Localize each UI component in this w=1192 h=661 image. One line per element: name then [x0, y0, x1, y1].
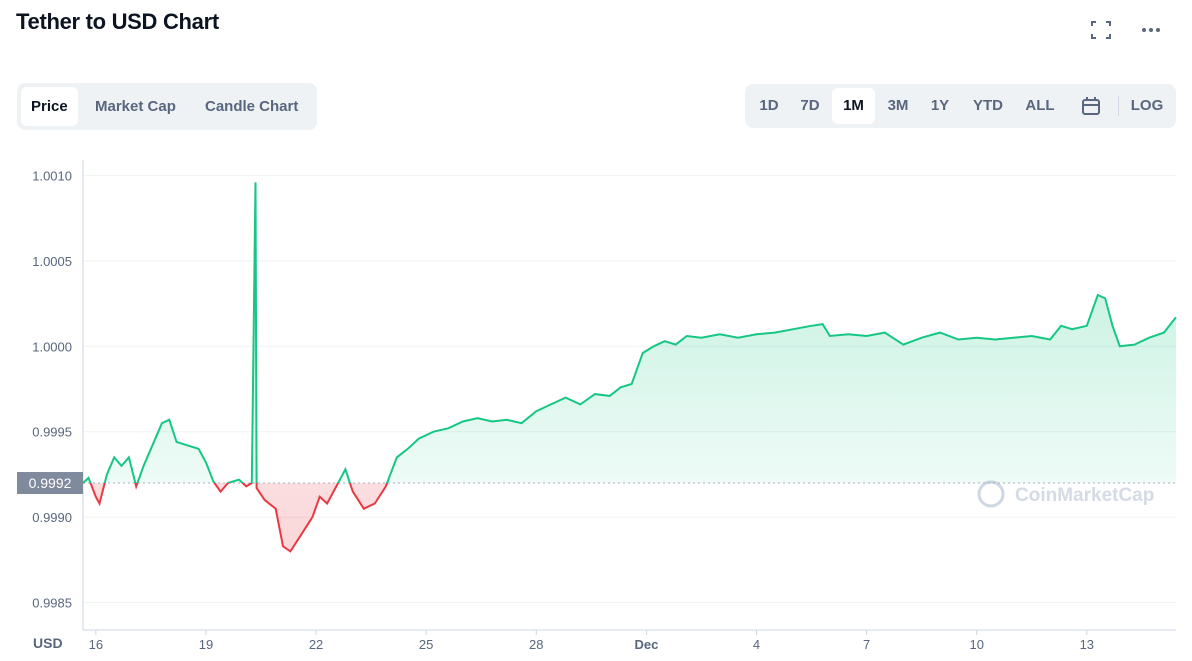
fullscreen-icon[interactable] — [1090, 20, 1112, 40]
x-tick-label: 4 — [753, 637, 760, 652]
area-below — [90, 483, 388, 552]
watermark-logo — [977, 480, 1005, 508]
range-button[interactable]: YTD — [973, 97, 1003, 114]
range-button[interactable]: 1D — [759, 97, 779, 114]
log-button[interactable]: LOG — [1130, 97, 1164, 114]
x-tick-label: 25 — [419, 637, 433, 652]
tab-bar: Price Market Cap Candle Chart — [17, 83, 317, 130]
x-tick-label: 16 — [89, 637, 103, 652]
range-button[interactable]: 1M — [832, 88, 875, 124]
price-line-up — [82, 182, 1177, 484]
chart-title: Tether to USD Chart — [16, 9, 219, 34]
x-tick-label: 19 — [199, 637, 213, 652]
y-tick-label: 0.9985 — [32, 596, 72, 611]
y-tick-label: 1.0010 — [32, 168, 72, 183]
x-tick-label: 10 — [969, 637, 983, 652]
calendar-icon[interactable] — [1081, 96, 1101, 116]
tab[interactable]: Market Cap — [95, 98, 176, 115]
y-tick-label: 0.9990 — [32, 510, 72, 525]
more-icon[interactable] — [1140, 26, 1162, 34]
tab[interactable]: Price — [21, 87, 78, 126]
range-button[interactable]: 7D — [800, 97, 820, 114]
area-above — [83, 182, 1176, 484]
x-tick-label: 28 — [529, 637, 543, 652]
reference-label-box — [17, 472, 83, 495]
watermark: CoinMarketCap — [1015, 485, 1154, 506]
price-line-down — [83, 483, 389, 553]
y-tick-label: 1.0000 — [32, 339, 72, 354]
x-tick-label: 7 — [863, 637, 870, 652]
y-tick-label: 0.9995 — [32, 425, 72, 440]
reference-label: 0.9992 — [29, 475, 72, 491]
x-tick-label: 22 — [309, 637, 323, 652]
range-button[interactable]: 3M — [887, 97, 909, 114]
y-axis-unit: USD — [33, 635, 63, 651]
range-bar: LOG 1D 7D 1M 3M 1Y YTD ALL — [745, 84, 1176, 128]
divider — [1118, 96, 1119, 116]
range-button[interactable]: 1Y — [930, 97, 950, 114]
x-tick-label: 13 — [1080, 637, 1094, 652]
range-button[interactable]: ALL — [1025, 97, 1055, 114]
x-tick-label: Dec — [634, 637, 658, 652]
y-tick-label: 1.0005 — [32, 254, 72, 269]
tab[interactable]: Candle Chart — [205, 98, 299, 115]
